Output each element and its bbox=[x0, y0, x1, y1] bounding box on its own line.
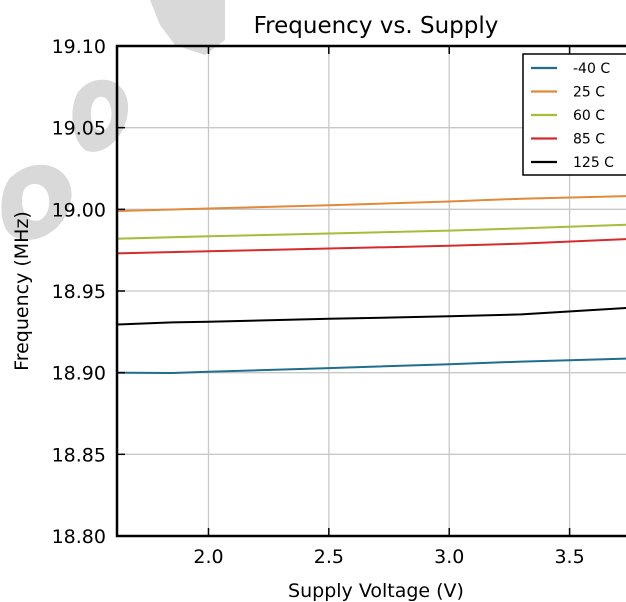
legend-label: 25 C bbox=[573, 85, 605, 101]
series-line-3 bbox=[116, 238, 626, 255]
series-line-4 bbox=[116, 306, 626, 326]
y-tick-label: 18.80 bbox=[52, 526, 106, 548]
watermark bbox=[1, 0, 225, 240]
series-line-1 bbox=[116, 195, 626, 212]
y-axis-ticks: 18.80 18.85 18.90 18.95 19.00 19.05 19.10 bbox=[52, 36, 125, 548]
legend-label: 125 C bbox=[573, 155, 614, 171]
y-tick-label: 19.05 bbox=[52, 118, 106, 140]
y-tick-label: 19.10 bbox=[52, 36, 106, 58]
x-axis-ticks: 2.0 2.5 3.0 3.5 bbox=[193, 46, 585, 568]
y-tick-label: 19.00 bbox=[52, 199, 106, 221]
series-lines bbox=[116, 195, 626, 375]
x-tick-label: 3.5 bbox=[554, 546, 584, 568]
y-tick-label: 18.85 bbox=[52, 444, 106, 466]
series-line-0 bbox=[116, 357, 626, 375]
legend-label: 60 C bbox=[573, 108, 605, 124]
legend-label: -40 C bbox=[573, 61, 610, 77]
y-tick-label: 18.90 bbox=[52, 363, 106, 385]
chart-title: Frequency vs. Supply bbox=[254, 13, 499, 39]
x-tick-label: 3.0 bbox=[434, 546, 464, 568]
legend-label: 85 C bbox=[573, 132, 605, 148]
legend-entries: -40 C 25 C 60 C 85 C 125 C bbox=[531, 61, 614, 171]
y-axis-title: Frequency (MHz) bbox=[11, 211, 33, 371]
x-tick-label: 2.0 bbox=[193, 546, 223, 568]
x-axis-title: Supply Voltage (V) bbox=[288, 580, 464, 602]
x-tick-label: 2.5 bbox=[314, 546, 344, 568]
series-line-2 bbox=[116, 223, 626, 240]
legend: -40 C 25 C 60 C 85 C 125 C bbox=[522, 53, 626, 176]
y-tick-label: 18.95 bbox=[52, 281, 106, 303]
